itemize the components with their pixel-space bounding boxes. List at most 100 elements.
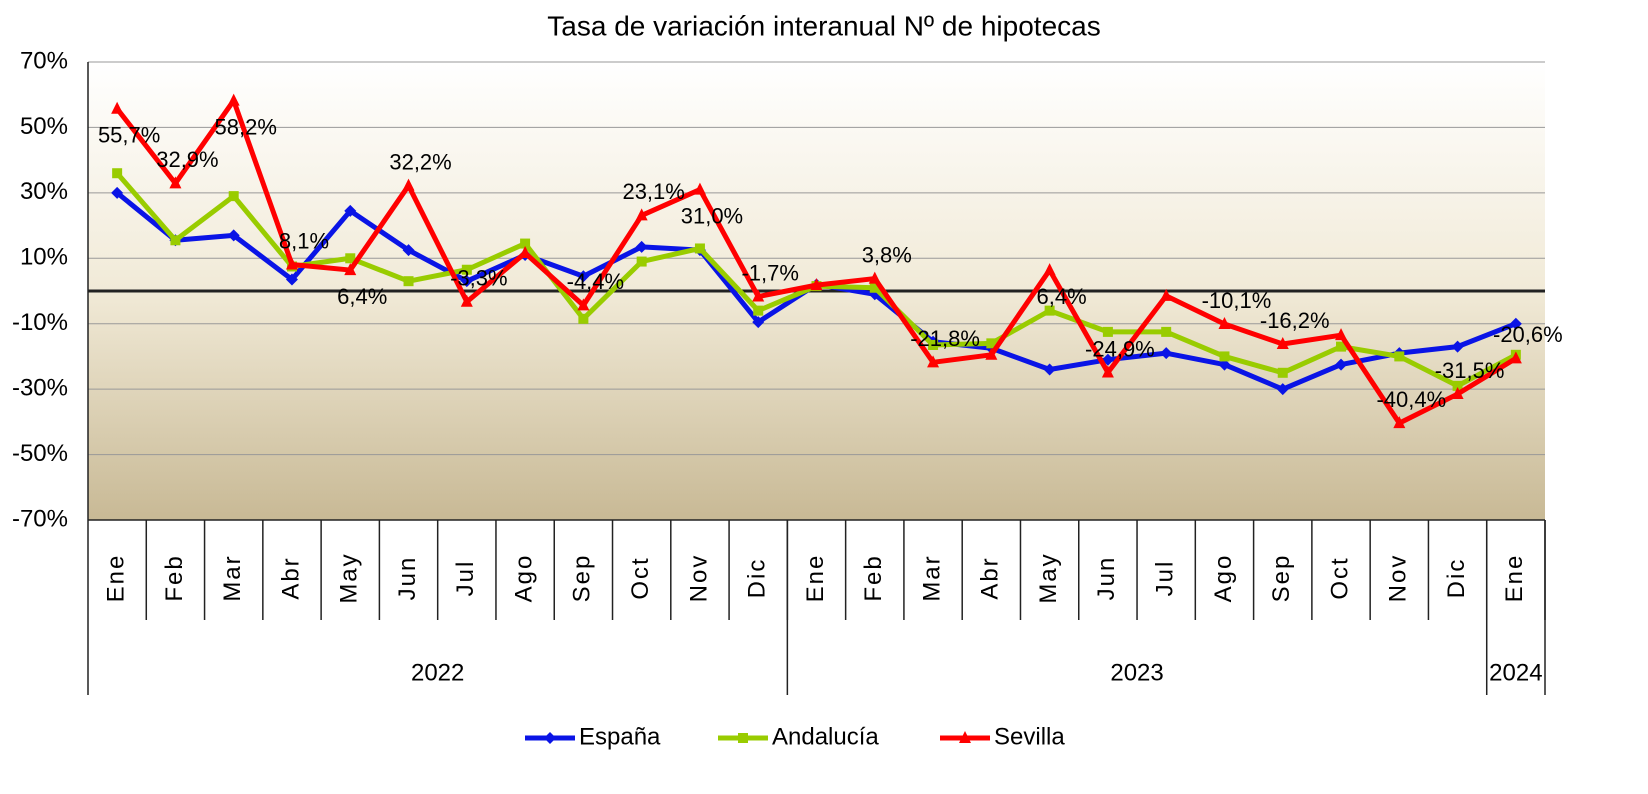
data-label: -4,4% bbox=[567, 269, 624, 294]
point-marker bbox=[1451, 340, 1464, 353]
point-marker bbox=[693, 182, 706, 195]
data-label: 31,0% bbox=[681, 203, 743, 228]
x-tick-label: Ene bbox=[102, 554, 129, 603]
point-marker bbox=[635, 208, 648, 221]
point-marker bbox=[1277, 367, 1288, 378]
point-marker bbox=[1276, 336, 1289, 349]
point-marker bbox=[344, 204, 357, 217]
legend-marker bbox=[738, 733, 748, 743]
point-marker bbox=[578, 313, 589, 324]
x-tick-label: Jun bbox=[394, 556, 421, 601]
point-marker bbox=[1335, 358, 1348, 371]
point-marker bbox=[1161, 326, 1172, 337]
data-label: 55,7% bbox=[98, 123, 160, 148]
legend-label: Andalucía bbox=[772, 723, 879, 750]
y-tick-label: -10% bbox=[12, 309, 68, 336]
point-marker bbox=[460, 275, 473, 288]
data-label: 32,2% bbox=[389, 149, 451, 174]
point-marker bbox=[403, 276, 414, 287]
point-marker bbox=[345, 253, 356, 264]
data-label: 23,1% bbox=[622, 179, 684, 204]
point-marker bbox=[986, 338, 997, 349]
x-tick-label: Ago bbox=[1210, 554, 1237, 603]
x-tick-label: Ene bbox=[1501, 554, 1528, 603]
point-marker bbox=[1043, 263, 1056, 276]
point-marker bbox=[1509, 351, 1522, 364]
point-marker bbox=[985, 347, 998, 360]
point-marker bbox=[1102, 326, 1113, 337]
point-marker bbox=[111, 101, 124, 114]
x-tick-label: Mar bbox=[219, 554, 246, 601]
point-marker bbox=[285, 257, 298, 270]
data-label: 58,2% bbox=[215, 114, 277, 139]
group-label: 2022 bbox=[411, 659, 464, 686]
point-marker bbox=[228, 191, 239, 202]
point-marker bbox=[1509, 317, 1522, 330]
point-marker bbox=[461, 264, 472, 275]
y-tick-label: -50% bbox=[12, 440, 68, 467]
y-tick-label: 50% bbox=[20, 113, 68, 140]
point-marker bbox=[1393, 416, 1406, 429]
point-marker bbox=[169, 176, 182, 189]
x-tick-label: Feb bbox=[161, 554, 188, 601]
point-marker bbox=[869, 282, 880, 293]
x-tick-label: Abr bbox=[977, 556, 1004, 599]
y-tick-label: 10% bbox=[20, 244, 68, 271]
point-marker bbox=[1394, 351, 1405, 362]
x-tick-label: Nov bbox=[685, 554, 712, 603]
point-marker bbox=[1276, 383, 1289, 396]
point-marker bbox=[227, 229, 240, 242]
point-marker bbox=[1043, 363, 1056, 376]
x-tick-label: May bbox=[1035, 552, 1062, 603]
data-label: -3,3% bbox=[450, 266, 507, 291]
point-marker bbox=[753, 305, 764, 316]
x-tick-label: Oct bbox=[1326, 556, 1353, 599]
point-marker bbox=[227, 93, 240, 106]
point-marker bbox=[1219, 351, 1230, 362]
data-label: -1,7% bbox=[741, 260, 798, 285]
point-marker bbox=[810, 278, 823, 291]
legend-label: España bbox=[579, 723, 661, 750]
data-label: 3,8% bbox=[862, 242, 912, 267]
point-marker bbox=[636, 256, 647, 267]
point-marker bbox=[285, 273, 298, 286]
data-label: -16,2% bbox=[1260, 308, 1330, 333]
x-tick-label: Ago bbox=[510, 554, 537, 603]
y-tick-label: 30% bbox=[20, 178, 68, 205]
x-tick-label: Dic bbox=[744, 558, 771, 599]
point-marker bbox=[752, 289, 765, 302]
point-marker bbox=[460, 294, 473, 307]
group-label: 2023 bbox=[1110, 659, 1163, 686]
point-marker bbox=[1218, 358, 1231, 371]
data-label: -20,6% bbox=[1493, 322, 1563, 347]
x-tick-label: Jun bbox=[1093, 556, 1120, 601]
point-marker bbox=[577, 298, 590, 311]
x-tick-label: Sep bbox=[569, 554, 596, 603]
point-marker bbox=[112, 168, 123, 179]
legend-marker bbox=[544, 732, 556, 744]
point-marker bbox=[520, 238, 531, 249]
data-label: -24,9% bbox=[1085, 336, 1155, 361]
chart-title: Tasa de variación interanual Nº de hipot… bbox=[547, 10, 1100, 41]
data-label: 6,4% bbox=[337, 284, 387, 309]
x-tick-label: Sep bbox=[1268, 554, 1295, 603]
x-tick-label: Ene bbox=[802, 554, 829, 603]
point-marker bbox=[1336, 341, 1347, 352]
point-marker bbox=[1044, 305, 1055, 316]
data-label: 8,1% bbox=[279, 228, 329, 253]
legend-label: Sevilla bbox=[994, 723, 1065, 750]
point-marker bbox=[170, 235, 181, 246]
x-tick-label: Nov bbox=[1385, 554, 1412, 603]
group-label: 2024 bbox=[1489, 659, 1542, 686]
x-tick-label: Oct bbox=[627, 556, 654, 599]
data-label: -21,8% bbox=[910, 326, 980, 351]
point-marker bbox=[111, 186, 124, 199]
x-tick-label: Jul bbox=[1152, 560, 1179, 597]
point-marker bbox=[1218, 317, 1231, 330]
point-marker bbox=[1160, 347, 1173, 360]
point-marker bbox=[752, 316, 765, 329]
point-marker bbox=[1452, 380, 1463, 391]
x-tick-label: Jul bbox=[452, 560, 479, 597]
